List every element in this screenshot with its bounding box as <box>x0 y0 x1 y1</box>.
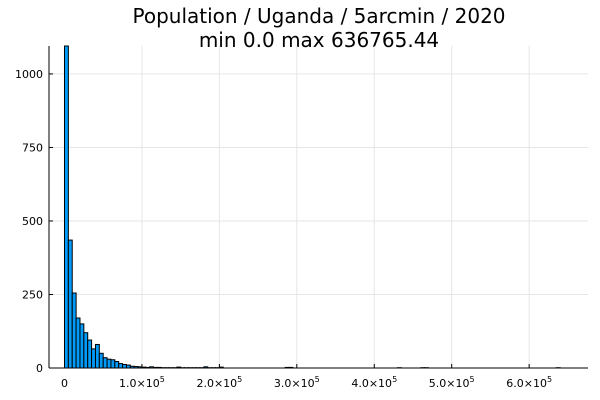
histogram-bars <box>63 45 561 369</box>
histogram-bar <box>83 332 89 369</box>
x-tick-label: 1.0×105 <box>119 375 165 390</box>
histogram-bar <box>106 358 112 369</box>
histogram-bar <box>87 339 93 369</box>
histogram-bar <box>71 292 77 369</box>
histogram-bar <box>63 45 69 369</box>
x-tick-label: 4.0×105 <box>351 375 397 390</box>
x-tick-exponent: 5 <box>315 375 320 384</box>
y-tick-label: 750 <box>22 141 43 154</box>
histogram-bar <box>75 317 81 369</box>
chart-title-line-2: min 0.0 max 636765.44 <box>199 28 439 52</box>
histogram-bar <box>110 359 116 369</box>
y-tick-label: 500 <box>22 215 43 228</box>
x-tick-label: 3.0×105 <box>274 375 320 390</box>
y-tick-label: 0 <box>36 362 43 375</box>
histogram-bar <box>79 323 85 369</box>
x-tick-exponent: 5 <box>237 375 242 384</box>
x-tick-label: 2.0×105 <box>196 375 242 390</box>
x-tick-label: 0 <box>61 377 68 390</box>
histogram-bar <box>98 352 104 369</box>
histogram-bar <box>91 348 96 369</box>
x-tick-label: 6.0×105 <box>506 375 552 390</box>
grid-lines <box>49 46 588 369</box>
histogram-bar <box>67 239 73 369</box>
histogram-bar <box>114 361 120 369</box>
y-tick-label: 1000 <box>15 68 43 81</box>
chart-title-line-1: Population / Uganda / 5arcmin / 2020 <box>132 4 505 28</box>
histogram-bar <box>118 363 124 369</box>
x-tick-label: 5.0×105 <box>429 375 475 390</box>
x-tick-exponent: 5 <box>547 375 552 384</box>
histogram-bar <box>102 357 108 369</box>
histogram-bar <box>94 343 100 369</box>
tick-labels: 0 1.0×105 2.0×105 3.0×105 4.0×105 5.0×105 6.0×… <box>15 68 552 390</box>
x-tick-exponent: 5 <box>160 375 165 384</box>
x-tick-exponent: 5 <box>470 375 475 384</box>
axes <box>48 46 588 369</box>
histogram-bar <box>122 363 127 369</box>
x-tick-exponent: 5 <box>392 375 397 384</box>
y-tick-label: 250 <box>22 288 43 301</box>
